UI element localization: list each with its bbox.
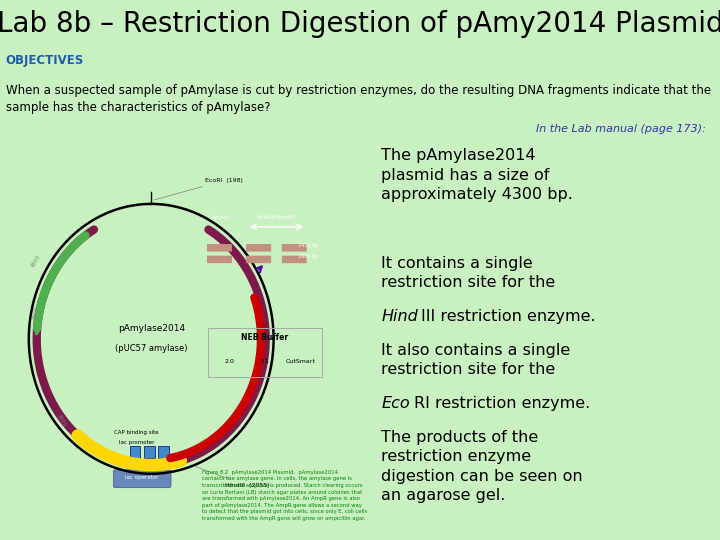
FancyBboxPatch shape [207, 244, 232, 252]
Text: The products of the
restriction enzyme
digestion can be seen on
an agarose gel.: The products of the restriction enzyme d… [381, 430, 582, 503]
FancyBboxPatch shape [246, 244, 271, 252]
Text: 4500: 4500 [30, 254, 42, 268]
Text: pAmylase2014: pAmylase2014 [117, 325, 185, 333]
Text: 2.0: 2.0 [224, 359, 234, 363]
Text: 4000: 4000 [32, 305, 40, 320]
FancyBboxPatch shape [282, 255, 307, 263]
Text: It contains a single
restriction site for the: It contains a single restriction site fo… [381, 255, 555, 289]
FancyBboxPatch shape [246, 255, 271, 263]
Text: Hind: Hind [381, 309, 418, 324]
Text: lac promoter: lac promoter [119, 440, 155, 445]
Text: (pUC57 amylase): (pUC57 amylase) [115, 345, 187, 353]
Text: 3.1: 3.1 [260, 359, 269, 363]
Text: It also contains a single
restriction site for the: It also contains a single restriction si… [381, 343, 570, 377]
Text: In the Lab manual (page 173):: In the Lab manual (page 173): [536, 124, 706, 134]
Text: lac operator: lac operator [125, 475, 159, 480]
Text: OBJECTIVES: OBJECTIVES [6, 55, 84, 68]
Text: RI restriction enzyme.: RI restriction enzyme. [414, 396, 590, 411]
Bar [158, 446, 169, 458]
Text: III restriction enzyme.: III restriction enzyme. [421, 309, 595, 324]
Text: Figure 8.2  pAmylase2014 Plasmid.  pAmylase2014
contains the amylase gene. In ce: Figure 8.2 pAmylase2014 Plasmid. pAmylas… [202, 470, 367, 521]
Text: When a suspected sample of pAmylase is cut by restriction enzymes, do the result: When a suspected sample of pAmylase is c… [6, 84, 711, 114]
Text: HindIII  (2055): HindIII (2055) [196, 467, 270, 489]
Bar [144, 446, 155, 458]
FancyBboxPatch shape [207, 255, 232, 263]
Text: EcoRI/HindIII: EcoRI/HindIII [256, 215, 297, 220]
Text: CAP binding site: CAP binding site [114, 430, 159, 435]
Text: 3000: 3000 [55, 413, 67, 427]
Text: 1666 bp: 1666 bp [298, 254, 318, 259]
Text: CutSmart: CutSmart [285, 359, 315, 363]
Text: 2432 bp: 2432 bp [298, 242, 318, 248]
Text: Lab 8b – Restriction Digestion of pAmy2014 Plasmid: Lab 8b – Restriction Digestion of pAmy20… [0, 10, 720, 38]
FancyBboxPatch shape [114, 470, 171, 488]
Text: Uncut: Uncut [210, 215, 229, 220]
Text: Eco: Eco [381, 396, 410, 411]
Bar [130, 446, 140, 458]
Text: The pAmylase2014
plasmid has a size of
approximately 4300 bp.: The pAmylase2014 plasmid has a size of a… [381, 148, 573, 202]
Text: NEB Buffer: NEB Buffer [241, 333, 288, 341]
FancyBboxPatch shape [282, 244, 307, 252]
Text: EcoRI  (198): EcoRI (198) [154, 178, 243, 200]
